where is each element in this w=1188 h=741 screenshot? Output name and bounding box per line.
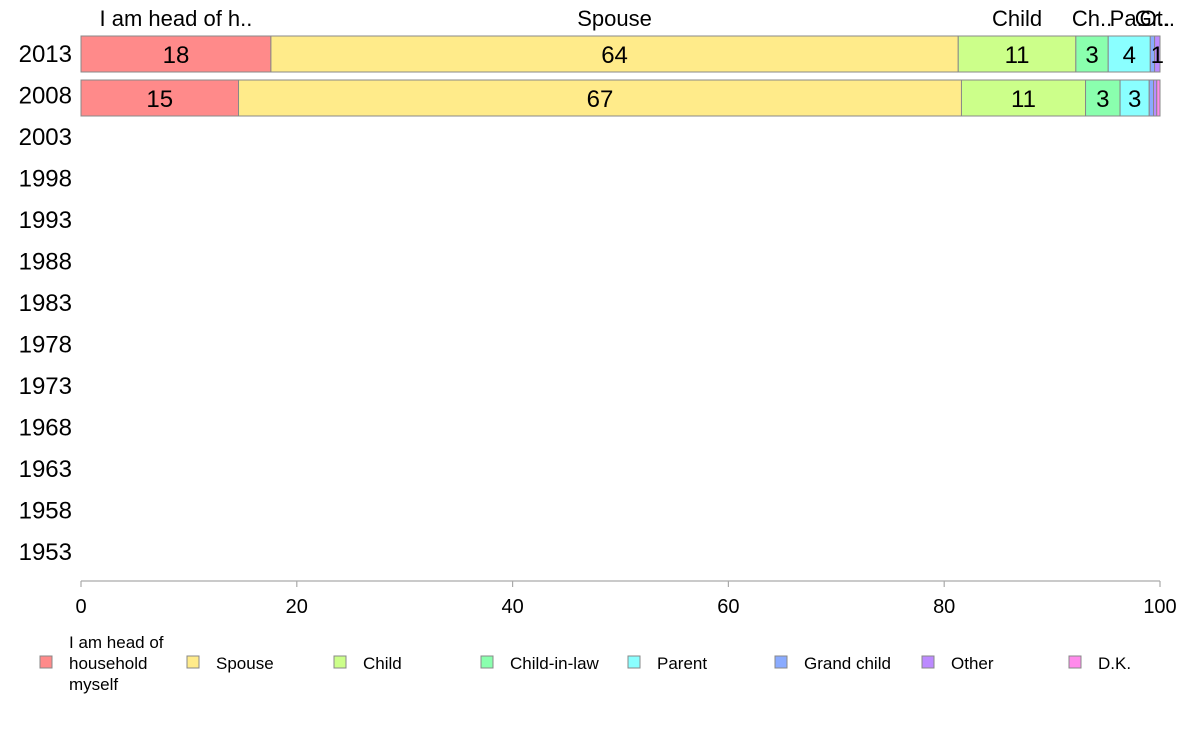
legend-swatch xyxy=(39,655,53,669)
year-label: 1973 xyxy=(19,373,72,400)
legend-swatch xyxy=(186,655,200,669)
legend-label: I am head of xyxy=(69,633,164,652)
legend-swatch xyxy=(921,655,935,669)
year-label: 2013 xyxy=(19,41,72,68)
column-header-label: Spouse xyxy=(577,6,652,31)
data-label: 4 xyxy=(1123,42,1136,69)
legend-swatch xyxy=(480,655,494,669)
legend-label: Child-in-law xyxy=(510,654,600,673)
column-header-label: Ch.. xyxy=(1072,6,1112,31)
data-label: 67 xyxy=(587,86,614,113)
x-tick-label: 100 xyxy=(1143,596,1176,618)
bar-segment xyxy=(960,79,1087,117)
column-header-label: I am head of h.. xyxy=(100,6,253,31)
bar-segment xyxy=(1075,35,1109,73)
data-label: 3 xyxy=(1128,86,1141,113)
bar-segment xyxy=(1154,35,1161,73)
bar-segment xyxy=(1107,35,1151,73)
data-label: 15 xyxy=(146,86,173,113)
data-label: 11 xyxy=(1005,42,1030,69)
legend-label: Grand child xyxy=(804,654,891,673)
data-label: 3 xyxy=(1096,86,1109,113)
bar-segment xyxy=(80,35,272,73)
year-label: 1993 xyxy=(19,207,72,234)
year-label: 1963 xyxy=(19,456,72,483)
legend-swatch xyxy=(774,655,788,669)
x-tick-label: 60 xyxy=(717,596,739,618)
data-label: 3 xyxy=(1085,42,1098,69)
year-label: 2003 xyxy=(19,124,72,151)
legend-label: myself xyxy=(69,675,118,694)
x-tick-label: 40 xyxy=(501,596,523,618)
bar-segment xyxy=(1156,79,1161,117)
column-header-label: Gr.. xyxy=(1135,6,1170,31)
legend-label: Other xyxy=(951,654,994,673)
legend-swatch xyxy=(333,655,347,669)
legend-label: D.K. xyxy=(1098,654,1131,673)
data-label: 1 xyxy=(1151,42,1164,69)
x-tick-label: 80 xyxy=(933,596,955,618)
year-label: 2008 xyxy=(19,83,72,110)
legend-label: Parent xyxy=(657,654,707,673)
column-header-label: Ot.. xyxy=(1140,6,1175,31)
column-header-label: Child xyxy=(992,6,1042,31)
year-label: 1998 xyxy=(19,166,72,193)
year-label: 1958 xyxy=(19,498,72,525)
data-label: 11 xyxy=(1011,86,1036,113)
legend-label: Child xyxy=(363,654,402,673)
legend-swatch xyxy=(627,655,641,669)
year-label: 1953 xyxy=(19,539,72,566)
year-label: 1968 xyxy=(19,415,72,442)
year-label: 1983 xyxy=(19,290,72,317)
data-label: 18 xyxy=(163,42,190,69)
year-label: 1978 xyxy=(19,332,72,359)
bar-segment xyxy=(1148,79,1155,117)
data-label: 64 xyxy=(601,42,628,69)
x-tick-label: 20 xyxy=(286,596,308,618)
x-tick-label: 0 xyxy=(75,596,86,618)
bar-segment xyxy=(80,79,240,117)
column-header-label: Pa.. xyxy=(1110,6,1149,31)
bar-segment xyxy=(1119,79,1150,117)
year-label: 1988 xyxy=(19,249,72,276)
legend-label: Spouse xyxy=(216,654,274,673)
legend-swatch xyxy=(1068,655,1082,669)
legend-label: household xyxy=(69,654,147,673)
